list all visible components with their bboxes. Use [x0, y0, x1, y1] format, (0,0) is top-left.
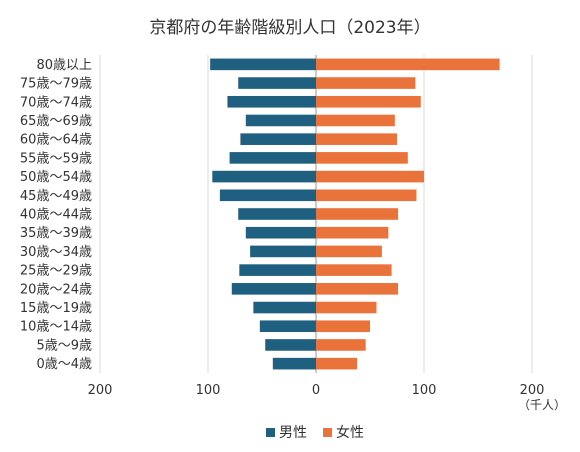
female-bar	[316, 283, 399, 295]
category-label: 30歳～34歳	[20, 245, 92, 260]
category-label: 15歳～19歳	[20, 301, 92, 316]
male-bar	[265, 339, 316, 351]
category-label: 20歳～24歳	[20, 282, 92, 297]
category-label: 50歳～54歳	[20, 170, 92, 185]
male-bar	[240, 133, 316, 145]
category-label: 35歳～39歳	[20, 226, 92, 241]
x-tick-label: 100	[196, 383, 221, 398]
category-label: 10歳～14歳	[20, 320, 92, 335]
female-bar	[316, 226, 389, 239]
category-label: 65歳～69歳	[20, 114, 92, 129]
male-bar	[253, 301, 316, 314]
male-bar	[231, 283, 316, 295]
legend-label: 男性	[279, 425, 307, 441]
female-bar	[316, 357, 358, 370]
legend: 男性 女性	[266, 424, 364, 441]
category-label: 60歳～64歳	[20, 133, 92, 148]
female-bar	[316, 170, 424, 183]
female-bar	[316, 189, 417, 202]
male-bar	[272, 357, 316, 370]
male-bar	[210, 58, 316, 71]
category-label: 25歳～29歳	[20, 264, 92, 279]
x-tick-label: 100	[412, 383, 437, 398]
female-bar	[316, 95, 421, 108]
legend-swatch	[323, 428, 332, 437]
male-bar	[259, 320, 316, 333]
category-label: 55歳～59歳	[20, 151, 92, 166]
legend-label: 女性	[336, 424, 364, 441]
male-bar	[219, 189, 316, 202]
male-bar	[229, 152, 316, 164]
male-bar	[238, 208, 316, 220]
male-bar	[227, 95, 316, 108]
male-bar	[245, 114, 316, 127]
bars	[210, 58, 500, 370]
category-labels: 0歳～4歳 5歳～9歳 10歳～14歳 15歳～19歳 20歳～24歳 25歳～29歳 30…	[20, 58, 92, 372]
male-bar	[250, 245, 316, 258]
x-axis-ticks: 200 100 0 100 200	[88, 383, 545, 398]
male-bar	[239, 264, 316, 276]
category-label: 0歳～4歳	[36, 357, 92, 372]
unit-label: （千人）	[518, 398, 566, 412]
x-tick-label: 0	[312, 383, 320, 398]
x-tick-label: 200	[520, 383, 545, 398]
chart-title: 京都府の年齢階級別人口（2023年）	[149, 18, 430, 38]
legend-swatch	[266, 428, 275, 437]
female-bar	[316, 301, 377, 314]
female-bar	[316, 133, 397, 145]
female-bar	[316, 339, 366, 351]
female-bar	[316, 77, 416, 89]
male-bar	[245, 226, 316, 239]
category-label: 80歳以上	[36, 58, 92, 73]
female-bar	[316, 152, 408, 164]
category-label: 40歳～44歳	[20, 208, 92, 223]
x-tick-label: 200	[88, 383, 113, 398]
male-bar	[212, 170, 316, 183]
category-label: 75歳～79歳	[20, 77, 92, 92]
female-bar	[316, 264, 392, 276]
female-bar	[316, 320, 370, 333]
female-bar	[316, 58, 500, 71]
female-bar	[316, 208, 399, 220]
category-label: 70歳～74歳	[20, 95, 92, 110]
category-label: 5歳～9歳	[36, 338, 92, 353]
female-bar	[316, 245, 382, 258]
male-bar	[238, 77, 316, 89]
female-bar	[316, 114, 395, 127]
category-label: 45歳～49歳	[20, 189, 92, 204]
